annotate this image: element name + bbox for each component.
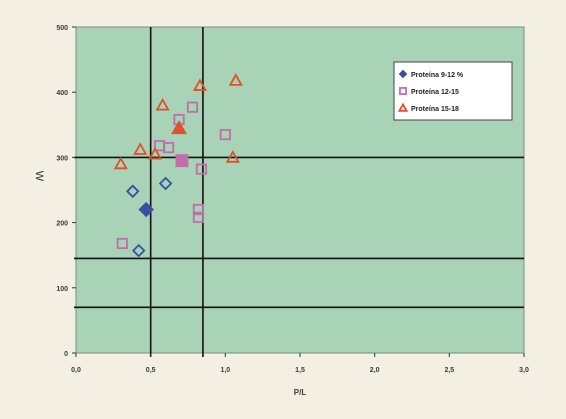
- mean-point-square: [175, 154, 189, 168]
- x-tick-label: 3,0: [519, 367, 529, 374]
- x-tick-label: 1,0: [220, 367, 230, 374]
- y-tick-label: 0: [64, 351, 68, 358]
- data-point-square: [195, 163, 208, 175]
- data-point-triangle: [113, 156, 128, 170]
- data-point-triangle: [225, 150, 240, 163]
- data-point-triangle: [192, 78, 207, 91]
- legend-marker-square: [399, 87, 407, 95]
- data-point-diamond: [131, 243, 146, 258]
- legend-label: Proteína 9-12 %: [411, 72, 464, 79]
- x-tick-label: 1,5: [295, 367, 305, 374]
- data-point-square: [219, 129, 231, 141]
- data-point-triangle: [148, 146, 163, 160]
- data-point-square: [192, 203, 205, 216]
- y-tick-label: 100: [56, 286, 68, 293]
- data-point-square: [186, 101, 199, 113]
- y-tick-label: 300: [56, 155, 68, 162]
- y-axis-label: W: [33, 171, 45, 182]
- data-points: [113, 73, 243, 258]
- data-point-triangle: [228, 73, 243, 86]
- legend-label: Proteína 12-15: [411, 89, 459, 96]
- x-axis-ticks: 0,0 0,5 1,0 1,5 2,0 2,5 3,0: [71, 353, 529, 374]
- mean-point-diamond: [138, 201, 154, 218]
- x-tick-label: 0,0: [71, 367, 81, 374]
- data-point-diamond: [125, 184, 140, 199]
- x-tick-label: 2,5: [444, 367, 454, 374]
- x-tick-label: 0,5: [146, 367, 156, 374]
- legend-label: Proteína 15-18: [411, 106, 459, 113]
- y-axis-ticks: 0 100 200 300 400 500: [56, 25, 76, 358]
- mean-point-triangle: [171, 120, 187, 135]
- legend-box: [393, 61, 513, 121]
- data-point-diamond: [158, 176, 173, 191]
- data-point-square: [192, 211, 205, 223]
- data-point-square: [116, 237, 128, 250]
- x-axis-label: P/L: [294, 388, 307, 397]
- reference-lines: [74, 27, 524, 357]
- legend-marker-triangle: [397, 102, 409, 112]
- y-tick-label: 500: [56, 25, 68, 32]
- data-point-triangle: [155, 97, 170, 111]
- x-tick-label: 2,0: [370, 367, 380, 374]
- legend: Proteína 9-12 % Proteína 12-15 Proteína 15…: [393, 61, 513, 121]
- data-point-square: [163, 142, 175, 154]
- y-tick-label: 400: [56, 90, 68, 97]
- legend-marker-diamond: [398, 69, 408, 79]
- data-point-triangle: [133, 142, 148, 155]
- y-tick-label: 200: [56, 221, 68, 228]
